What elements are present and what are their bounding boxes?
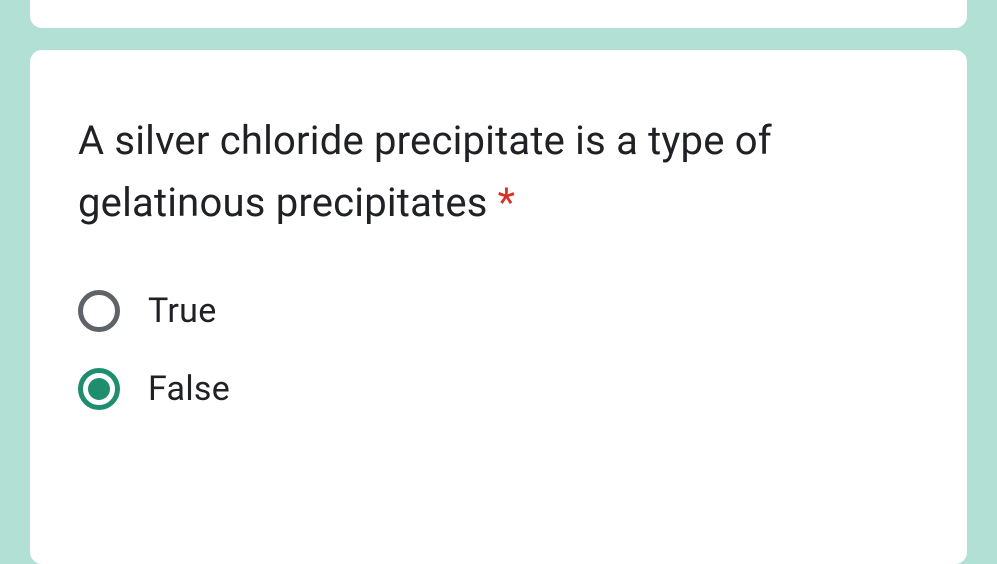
question-text: A silver chloride precipitate is a type … (78, 117, 772, 226)
previous-card-bottom (30, 0, 967, 28)
options-group: True False (78, 290, 919, 410)
radio-selected-icon (78, 368, 120, 410)
option-label: False (148, 369, 230, 409)
required-marker: * (488, 179, 516, 226)
question-card: A silver chloride precipitate is a type … (30, 50, 967, 564)
option-false[interactable]: False (78, 368, 919, 410)
option-true[interactable]: True (78, 290, 919, 332)
option-label: True (148, 291, 217, 331)
radio-unselected-icon (78, 290, 120, 332)
question-text-container: A silver chloride precipitate is a type … (78, 110, 919, 234)
